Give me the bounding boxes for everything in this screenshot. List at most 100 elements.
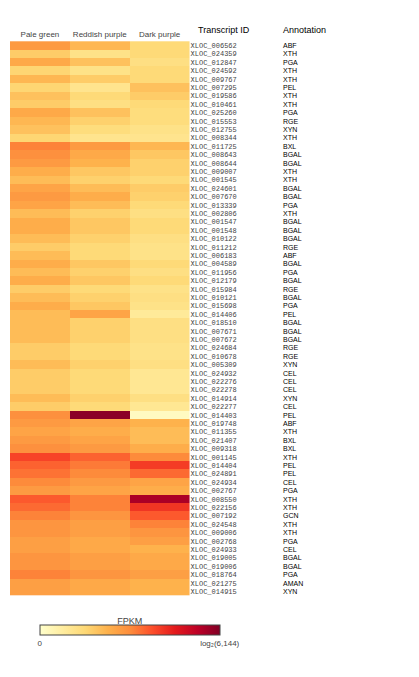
svg-text:XLOC_021275: XLOC_021275 xyxy=(191,580,237,588)
svg-text:XLOC_009006: XLOC_009006 xyxy=(191,529,237,537)
svg-text:BGAL: BGAL xyxy=(283,235,302,242)
svg-text:XLOC_002767: XLOC_002767 xyxy=(191,487,237,495)
svg-text:PEL: PEL xyxy=(283,311,296,318)
svg-text:XLOC_024359: XLOC_024359 xyxy=(191,50,237,58)
svg-text:BGAL: BGAL xyxy=(283,319,302,326)
svg-text:PGA: PGA xyxy=(283,302,298,309)
svg-text:XYN: XYN xyxy=(283,361,297,368)
svg-text:PEL: PEL xyxy=(283,462,296,469)
svg-text:BGAL: BGAL xyxy=(283,554,302,561)
svg-text:XLOC_008643: XLOC_008643 xyxy=(191,151,237,159)
svg-text:XLOC_001545: XLOC_001545 xyxy=(191,176,237,184)
svg-text:PGA: PGA xyxy=(283,202,298,209)
svg-text:XLOC_022278: XLOC_022278 xyxy=(191,386,237,394)
svg-text:XTH: XTH xyxy=(283,50,297,57)
svg-text:BGAL: BGAL xyxy=(283,563,302,570)
svg-text:XTH: XTH xyxy=(283,428,297,435)
svg-text:XTH: XTH xyxy=(283,504,297,511)
svg-text:ABF: ABF xyxy=(283,420,297,427)
svg-text:CEL: CEL xyxy=(283,386,297,393)
svg-text:XLOC_004589: XLOC_004589 xyxy=(191,260,237,268)
svg-text:XLOC_019586: XLOC_019586 xyxy=(191,92,237,100)
svg-text:XLOC_014915: XLOC_014915 xyxy=(191,588,237,596)
svg-text:XTH: XTH xyxy=(283,67,297,74)
svg-text:BGAL: BGAL xyxy=(283,227,302,234)
svg-text:XLOC_009767: XLOC_009767 xyxy=(191,76,237,84)
svg-text:XLOC_014406: XLOC_014406 xyxy=(191,311,237,319)
svg-text:PEL: PEL xyxy=(283,412,296,419)
svg-text:BGAL: BGAL xyxy=(283,277,302,284)
svg-text:AMAN: AMAN xyxy=(283,580,303,587)
svg-text:PEL: PEL xyxy=(283,84,296,91)
svg-text:XTH: XTH xyxy=(283,92,297,99)
svg-text:XTH: XTH xyxy=(283,454,297,461)
svg-text:XTH: XTH xyxy=(283,176,297,183)
svg-text:XLOC_002768: XLOC_002768 xyxy=(191,538,237,546)
svg-text:XLOC_025260: XLOC_025260 xyxy=(191,109,237,117)
svg-text:BGAL: BGAL xyxy=(283,294,302,301)
svg-text:XLOC_010678: XLOC_010678 xyxy=(191,353,237,361)
svg-text:XTH: XTH xyxy=(283,521,297,528)
svg-text:XLOC_007295: XLOC_007295 xyxy=(191,84,237,92)
svg-text:Transcript ID: Transcript ID xyxy=(198,25,250,35)
svg-text:XLOC_024891: XLOC_024891 xyxy=(191,470,237,478)
svg-text:PGA: PGA xyxy=(283,538,298,545)
svg-text:log₂(6,144): log₂(6,144) xyxy=(200,639,239,648)
svg-text:ABF: ABF xyxy=(283,252,297,259)
svg-text:XLOC_009007: XLOC_009007 xyxy=(191,168,237,176)
svg-text:CEL: CEL xyxy=(283,479,297,486)
svg-text:XLOC_008344: XLOC_008344 xyxy=(191,134,237,142)
svg-text:PEL: PEL xyxy=(283,470,296,477)
svg-text:0: 0 xyxy=(37,639,42,648)
svg-text:XLOC_024592: XLOC_024592 xyxy=(191,67,237,75)
svg-text:XLOC_024601: XLOC_024601 xyxy=(191,185,237,193)
svg-text:PGA: PGA xyxy=(283,109,298,116)
svg-text:XLOC_018764: XLOC_018764 xyxy=(191,571,237,579)
svg-text:XLOC_024684: XLOC_024684 xyxy=(191,344,237,352)
svg-text:XLOC_013339: XLOC_013339 xyxy=(191,202,237,210)
svg-text:XLOC_019748: XLOC_019748 xyxy=(191,420,237,428)
svg-text:XLOC_012179: XLOC_012179 xyxy=(191,277,237,285)
svg-text:XLOC_011355: XLOC_011355 xyxy=(191,428,237,436)
svg-text:Pale green: Pale green xyxy=(21,30,60,39)
svg-text:XYN: XYN xyxy=(283,395,297,402)
svg-text:XLOC_005309: XLOC_005309 xyxy=(191,361,237,369)
svg-text:XLOC_014914: XLOC_014914 xyxy=(191,395,237,403)
svg-text:CEL: CEL xyxy=(283,370,297,377)
svg-text:BGAL: BGAL xyxy=(283,328,302,335)
svg-text:XLOC_001547: XLOC_001547 xyxy=(191,218,237,226)
svg-text:XLOC_010461: XLOC_010461 xyxy=(191,101,237,109)
svg-text:Annotation: Annotation xyxy=(283,25,326,35)
svg-text:PGA: PGA xyxy=(283,269,298,276)
svg-text:RGE: RGE xyxy=(283,286,299,293)
svg-text:XLOC_015698: XLOC_015698 xyxy=(191,302,237,310)
svg-text:XLOC_008644: XLOC_008644 xyxy=(191,160,237,168)
svg-text:XLOC_019005: XLOC_019005 xyxy=(191,554,237,562)
svg-text:XTH: XTH xyxy=(283,76,297,83)
svg-text:BXL: BXL xyxy=(283,143,296,150)
svg-text:RGE: RGE xyxy=(283,353,299,360)
svg-text:XTH: XTH xyxy=(283,529,297,536)
svg-text:XYN: XYN xyxy=(283,126,297,133)
svg-text:XLOC_012847: XLOC_012847 xyxy=(191,59,237,67)
svg-text:XLOC_014403: XLOC_014403 xyxy=(191,412,237,420)
svg-text:XLOC_001145: XLOC_001145 xyxy=(191,454,237,462)
svg-text:XTH: XTH xyxy=(283,210,297,217)
svg-text:XLOC_006183: XLOC_006183 xyxy=(191,252,237,260)
svg-text:XLOC_010121: XLOC_010121 xyxy=(191,294,237,302)
svg-text:BGAL: BGAL xyxy=(283,260,302,267)
svg-text:XLOC_024932: XLOC_024932 xyxy=(191,370,237,378)
svg-text:XLOC_024934: XLOC_024934 xyxy=(191,479,237,487)
svg-text:XLOC_007192: XLOC_007192 xyxy=(191,512,237,520)
svg-text:XLOC_022156: XLOC_022156 xyxy=(191,504,237,512)
svg-text:XLOC_015553: XLOC_015553 xyxy=(191,118,237,126)
svg-text:BGAL: BGAL xyxy=(283,160,302,167)
svg-text:Reddish purple: Reddish purple xyxy=(73,30,127,39)
svg-text:BGAL: BGAL xyxy=(283,193,302,200)
svg-text:XLOC_006562: XLOC_006562 xyxy=(191,42,237,50)
svg-text:XLOC_018510: XLOC_018510 xyxy=(191,319,237,327)
svg-text:GCN: GCN xyxy=(283,512,299,519)
svg-text:XLOC_022276: XLOC_022276 xyxy=(191,378,237,386)
svg-text:XTH: XTH xyxy=(283,168,297,175)
svg-text:RGE: RGE xyxy=(283,118,299,125)
